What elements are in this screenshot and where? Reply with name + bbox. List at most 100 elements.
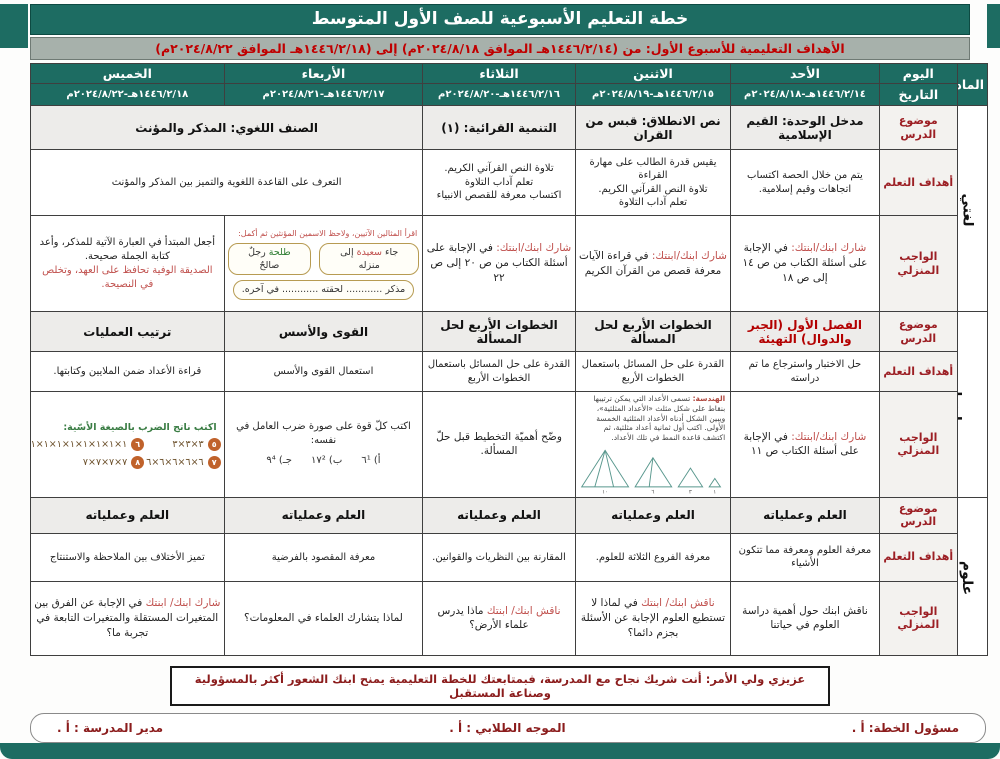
header-day-row: المادة اليوم الأحد الاثنين الثلاثاء الأر… [30, 63, 989, 106]
day-tuesday: الثلاثاء [422, 63, 576, 84]
math-topic-row: رياضيات موضوع الدرس الفصل الأول (الجبر و… [30, 311, 989, 498]
subject-arabic: لغتي [956, 105, 989, 312]
science-homework-thursday: شارك ابنك/ ابنتك في الإجابة عن الفرق بين… [30, 580, 225, 656]
day-monday: الاثنين [574, 63, 732, 84]
page-title: خطة التعليم الأسبوعية للصف الأول المتوسط [30, 4, 970, 35]
science-topic-wednesday: العلم وعملياته [223, 496, 424, 534]
arabic-objectives-monday: يقيس قدرة الطالب على مهارة القراءة تلاوة… [574, 149, 732, 216]
math-homework-thursday: اكتب ناتج الضرب بالصيغة الأسّية: ٥ ٣×٣×٣ … [30, 391, 225, 498]
science-objectives-monday: معرفة الفروع الثلاثة للعلوم. [574, 532, 732, 582]
row-label-homework: الواجب المنزلي [878, 391, 958, 498]
arabic-homework-wednesday: اقرأ المثالين الآتيين، ولاحظ الاسمين الم… [223, 215, 424, 312]
frame-corner-right [987, 4, 1000, 48]
science-objectives-sunday: معرفة العلوم ومعرفة مما تتكون الأشياء [730, 532, 880, 582]
math-topic-monday: الخطوات الأربع لحل المسألة [574, 311, 732, 352]
science-topic-row: علوم موضوع الدرس العلم وعملياته العلم وع… [30, 496, 989, 656]
day-label: اليوم [878, 63, 958, 84]
arabic-homework-thursday: أجعل المبتدأ في العبارة الآتية للمذكر، و… [30, 215, 225, 312]
math-objectives-row: أهداف التعلم حل الاختبار واسترجاع ما تم … [30, 351, 988, 392]
power-items: أ) ٦¹ ب) ١٧² جـ) ٩⁴ [266, 455, 381, 467]
row-label-topic: موضوع الدرس [878, 105, 958, 150]
arabic-homework-tuesday: شارك ابنك/ابنتك: في الإجابة على أسئلة ال… [422, 215, 576, 312]
science-homework-sunday: ناقش ابنك حول أهمية دراسة العلوم في حيات… [730, 580, 880, 656]
math-topic-sunday: الفصل الأول (الجبر والدوال) التهيئة [730, 311, 880, 352]
arabic-objectives-sunday: يتم من خلال الحصة اكتساب اتجاهات وقيم إس… [730, 149, 880, 216]
math-objectives-monday: القدرة على حل المسائل باستعمال الخطوات ا… [574, 351, 732, 392]
arabic-homework-row: الواجب المنزلي شارك ابنك/ابنتك: في الإجا… [30, 215, 988, 312]
math-objectives-thursday: قراءة الأعداد ضمن الملايين وكتابتها. [30, 351, 225, 392]
math-homework-monday: الهندسة: تسمى الأعداد التي يمكن ترتيبها … [574, 391, 732, 498]
science-homework-tuesday: ناقش ابنك/ ابنتك ماذا يدرس علماء الأرض؟ [422, 580, 576, 656]
principal-signature: مدير المدرسة : أ . [57, 720, 164, 735]
header-date-row: التاريخ ١٤٤٦/٢/١٤هـ-٢٠٢٤/٨/١٨م ١٤٤٦/٢/١٥… [30, 83, 988, 106]
arabic-objectives-wed-thu: التعرف على القاعدة اللغوية والتميز بين ا… [29, 149, 424, 216]
arabic-objectives-row: أهداف التعلم يتم من خلال الحصة اكتساب ات… [29, 149, 988, 216]
plan-officer-signature: مسؤول الخطة: أ . [851, 720, 959, 735]
science-topic-sunday: العلم وعملياته [730, 496, 880, 534]
arabic-topic-row: لغتي موضوع الدرس مدخل الوحدة: القيم الإس… [29, 105, 989, 312]
subject-math: رياضيات [956, 311, 989, 498]
arabic-objectives-tuesday: تلاوة النص القرآني الكريم. تعلم آداب الت… [422, 149, 576, 216]
date-tuesday: ١٤٤٦/٢/١٦هـ-٢٠٢٤/٨/٢٠م [422, 83, 576, 106]
weekly-plan: المادة اليوم الأحد الاثنين الثلاثاء الأر… [29, 63, 989, 656]
date-wednesday: ١٤٤٦/٢/١٧هـ-٢٠٢٤/٨/٢١م [223, 83, 424, 106]
science-objectives-wednesday: معرفة المقصود بالفرضية [223, 532, 424, 582]
subject-science-label: علوم [958, 560, 975, 595]
arabic-homework-sunday: شارك ابنك/ابنتك: في الإجابة على أسئلة ال… [730, 215, 880, 312]
exponent-item: ٧ ٦×٦×٦×٦×٦ [146, 455, 221, 469]
row-label-objectives: أهداف التعلم [878, 351, 958, 392]
day-sunday: الأحد [730, 63, 880, 84]
bottom-frame-bar [0, 743, 1000, 759]
student-guide-signature: الموجه الطلابي : أ . [449, 720, 566, 735]
triangular-numbers-figure: ١٠ ٦ ٣ ١ [581, 449, 722, 495]
example-box-2: طلحة رجلٌ صالحٌ [227, 242, 312, 276]
weekly-plan-table: المادة اليوم الأحد الاثنين الثلاثاء الأر… [29, 63, 989, 656]
math-homework-tuesday: وضّح أهميّة التخطيط قبل حلّ المسألة. [422, 391, 576, 498]
math-topic-tuesday: الخطوات الأربع لحل المسألة [422, 311, 576, 352]
arabic-topic-monday: نص الانطلاق: قبس من القران [574, 105, 732, 150]
svg-text:٣: ٣ [689, 489, 692, 495]
math-homework-wednesday: اكتب كلّ قوة على صورة ضرب العامل في نفسه… [223, 391, 424, 498]
exponent-item: ٥ ٣×٣×٣ [146, 438, 221, 452]
svg-text:١٠: ١٠ [602, 489, 608, 495]
subject-science: علوم [956, 496, 989, 656]
svg-text:١: ١ [714, 489, 717, 495]
science-topic-monday: العلم وعملياته [574, 496, 732, 534]
example-box-1: جاء سعيدة إلى منزله [319, 242, 420, 276]
date-label: التاريخ [878, 83, 958, 106]
subject-column-header: المادة [956, 63, 989, 106]
frame-corner-left [0, 4, 28, 48]
science-topic-thursday: العلم وعملياته [30, 496, 225, 534]
day-thursday: الخميس [30, 63, 225, 84]
svg-text:٦: ٦ [652, 489, 655, 495]
date-monday: ١٤٤٦/٢/١٥هـ-٢٠٢٤/٨/١٩م [574, 83, 732, 106]
arabic-topic-wed-thu: الصنف اللغوي: المذكر والمؤنث [29, 105, 424, 150]
science-topic-tuesday: العلم وعملياته [422, 496, 576, 534]
row-label-topic: موضوع الدرس [878, 311, 958, 352]
math-objectives-sunday: حل الاختبار واسترجاع ما تم دراسته [730, 351, 880, 392]
subject-math-label: رياضيات [957, 377, 964, 435]
math-topic-wednesday: القوى والأسس [223, 311, 424, 352]
math-objectives-tuesday: القدرة على حل المسائل باستعمال الخطوات ا… [422, 351, 576, 392]
date-sunday: ١٤٤٦/٢/١٤هـ-٢٠٢٤/٨/١٨م [730, 83, 880, 106]
day-wednesday: الأربعاء [223, 63, 424, 84]
science-objectives-tuesday: المقارنة بين النظريات والقوانين. [422, 532, 576, 582]
exercise-instruction: اقرأ المثالين الآتيين، ولاحظ الاسمين الم… [238, 229, 418, 239]
signatures-bar: مسؤول الخطة: أ . الموجه الطلابي : أ . مد… [30, 712, 986, 743]
science-homework-wednesday: لماذا يتشارك العلماء في المعلومات؟ [223, 580, 424, 656]
row-label-objectives: أهداف التعلم [878, 532, 958, 582]
exponent-item: ٦ ١×١×١×١×١×١×١×١ [31, 438, 145, 452]
subject-arabic-label: لغتي [959, 193, 976, 227]
exponent-item: ٨ ٧×٧×٧×٧ [31, 455, 145, 469]
arabic-topic-sunday: مدخل الوحدة: القيم الإسلامية [730, 105, 880, 150]
row-label-homework: الواجب المنزلي [878, 215, 958, 312]
math-homework-row: الواجب المنزلي شارك ابنك/ابنتك: في الإجا… [30, 391, 988, 498]
row-label-objectives: أهداف التعلم [878, 149, 958, 216]
science-objectives-thursday: تميز الأختلاف بين الملاحظة والاستنتاج [30, 532, 225, 582]
arabic-topic-tuesday: التنمية القرائية: (١) [422, 105, 576, 150]
arabic-homework-monday: شارك ابنك/ابنتك: في قراءة الآيات معرفة ق… [574, 215, 732, 312]
science-homework-row: الواجب المنزلي ناقش ابنك حول أهمية دراسة… [30, 580, 988, 656]
date-thursday: ١٤٤٦/٢/١٨هـ-٢٠٢٤/٨/٢٢م [30, 83, 225, 106]
science-homework-monday: ناقش ابنك/ ابنتك في لماذا لا تستطيع العل… [574, 580, 732, 656]
row-label-topic: موضوع الدرس [878, 496, 958, 534]
